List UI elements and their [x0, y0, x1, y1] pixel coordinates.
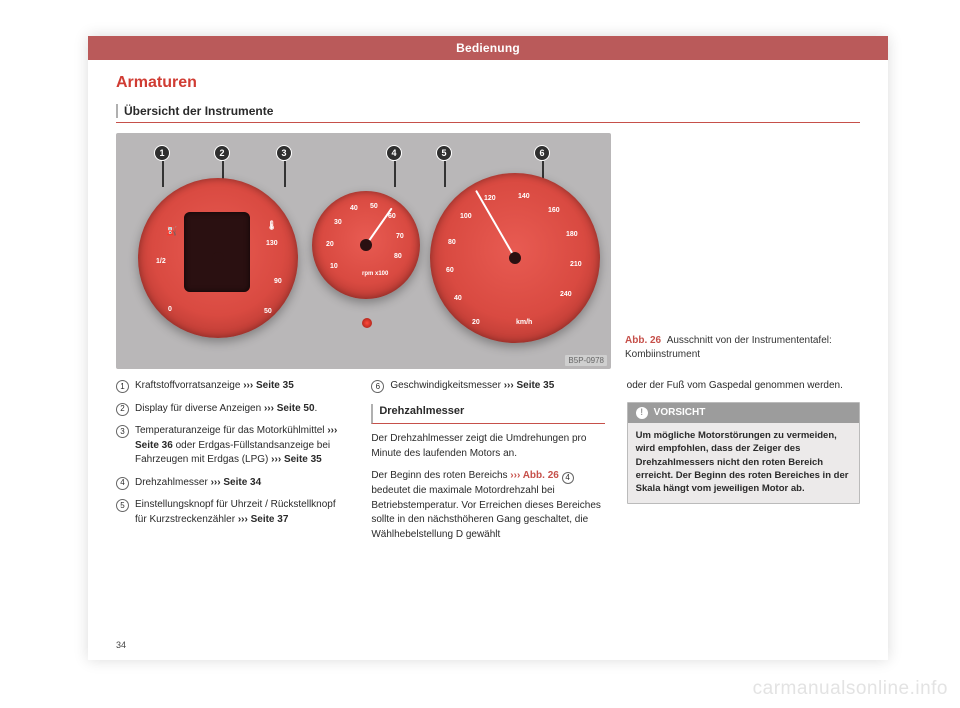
callout-1: 1: [154, 145, 170, 161]
legend-number: 4: [116, 477, 129, 490]
legend-text: Kraftstoffvorratsanzeige ››› Seite 35: [135, 379, 349, 394]
manual-page: Bedienung Armaturen Übersicht der Instru…: [88, 36, 888, 660]
legend-number: 6: [371, 380, 384, 393]
page-number: 34: [116, 640, 126, 650]
callout-5: 5: [436, 145, 452, 161]
column-2: 6 Geschwindigkeitsmesser ››› Seite 35 Dr…: [371, 379, 604, 550]
fuel-icon: ⛽: [166, 226, 177, 237]
legend-item: 4 Drehzahlmesser ››› Seite 34: [116, 476, 349, 491]
figure-reference: ››› Abb. 26: [510, 470, 559, 481]
tachometer-gauge: 10 20 30 40 50 60 70 80 rpm x100: [312, 191, 420, 299]
gauge-tick-label: 20: [326, 241, 334, 248]
warning-led: [362, 318, 372, 328]
gauge-tick-label: 50: [370, 203, 378, 210]
gauge-tick-label: 140: [518, 193, 530, 200]
gauge-tick-label: 1/2: [156, 258, 166, 265]
gauge-tick-label: 120: [484, 195, 496, 202]
gauge-tick-label: 90: [274, 278, 282, 285]
callout-line: [444, 161, 446, 187]
legend-number: 5: [116, 499, 129, 512]
gauge-tick-label: 210: [570, 261, 582, 268]
legend-text: Display für diverse Anzeigen ››› Seite 5…: [135, 402, 349, 417]
legend-item: 5 Einstellungsknopf für Uhrzeit / Rückste…: [116, 498, 349, 527]
gauge-tick-label: 40: [454, 295, 462, 302]
gauge-hub: [509, 252, 521, 264]
speedometer-gauge: 20 40 60 80 100 120 140 160 180 210 240 km/h: [430, 173, 600, 343]
figure-label: Abb. 26: [625, 335, 661, 346]
legend-number: 3: [116, 425, 129, 438]
legend-item: 6 Geschwindigkeitsmesser ››› Seite 35: [371, 379, 604, 394]
paragraph: Der Beginn des roten Bereichs ››› Abb. 2…: [371, 469, 604, 542]
column-1: 1Kraftstoffvorratsanzeige ››› Seite 352D…: [116, 379, 349, 550]
gauge-tick-label: 30: [334, 219, 342, 226]
cross-reference: ››› Seite 35: [504, 380, 555, 391]
legend-text: Temperaturanzeige für das Motorkühlmitte…: [135, 424, 349, 468]
legend-text: Geschwindigkeitsmesser ››› Seite 35: [390, 379, 604, 394]
column-3: oder der Fuß vom Gaspedal genommen werde…: [627, 379, 860, 550]
watermark: carmanualsonline.info: [753, 678, 948, 700]
callout-4: 4: [386, 145, 402, 161]
callout-6: 6: [534, 145, 550, 161]
gauge-tick-label: 130: [266, 240, 278, 247]
paragraph: oder der Fuß vom Gaspedal genommen werde…: [627, 379, 860, 394]
caution-header: ! VORSICHT: [628, 403, 859, 424]
figure-row: 1 2 3 4 5 6 ⛽ 🌡 1/2 0 50 90 130 10 20 30 40 50 60 70 80 …: [116, 133, 860, 369]
legend-text: Drehzahlmesser ››› Seite 34: [135, 476, 349, 491]
gauge-tick-label: 100: [460, 213, 472, 220]
subtitle-row: Übersicht der Instrumente: [116, 104, 860, 123]
callout-3: 3: [276, 145, 292, 161]
section-title: Armaturen: [116, 74, 860, 92]
speedo-unit: km/h: [516, 319, 532, 326]
legend-number: 1: [116, 380, 129, 393]
gauge-tick-label: 0: [168, 306, 172, 313]
callout-line: [284, 161, 286, 187]
caution-box: ! VORSICHT Um mögliche Motorstörungen zu…: [627, 402, 860, 505]
legend-item: 2 Display für diverse Anzeigen ››› Seite …: [116, 402, 349, 417]
caution-icon: !: [636, 407, 648, 419]
subsection-title: Übersicht der Instrumente: [116, 104, 860, 118]
page: Bedienung Armaturen Übersicht der Instru…: [0, 0, 960, 708]
caution-body: Um mögliche Motorstörungen zu vermeiden,…: [628, 423, 859, 503]
callout-line: [394, 161, 396, 187]
fuel-temp-gauge: ⛽ 🌡 1/2 0 50 90 130: [138, 178, 298, 338]
legend-text: Einstellungsknopf für Uhrzeit / Rückstel…: [135, 498, 349, 527]
temp-icon: 🌡: [266, 220, 277, 231]
body-columns: 1Kraftstoffvorratsanzeige ››› Seite 352D…: [116, 379, 860, 550]
gauge-tick-label: 40: [350, 205, 358, 212]
gauge-tick-label: 180: [566, 231, 578, 238]
gauge-hub: [212, 252, 224, 264]
caution-title: VORSICHT: [654, 406, 706, 421]
gauge-tick-label: 80: [394, 253, 402, 260]
page-content: Armaturen Übersicht der Instrumente 1 2 3 4…: [88, 60, 888, 562]
callout-line: [162, 161, 164, 187]
gauge-tick-label: 20: [472, 319, 480, 326]
rpm-label: rpm x100: [362, 271, 388, 277]
gauge-tick-label: 10: [330, 263, 338, 270]
section-heading: Drehzahlmesser: [371, 404, 604, 425]
inline-callout: 4: [562, 472, 574, 484]
gauge-tick-label: 240: [560, 291, 572, 298]
figure-caption-text: Abb. 26 Ausschnitt von der Instrumentent…: [625, 334, 860, 361]
callout-2: 2: [214, 145, 230, 161]
figure-image-id: B5P-0978: [565, 355, 607, 366]
gauge-tick-label: 80: [448, 239, 456, 246]
gauge-hub: [360, 239, 372, 251]
legend-item: 3 Temperaturanzeige für das Motorkühlmitt…: [116, 424, 349, 468]
gauge-tick-label: 160: [548, 207, 560, 214]
gauge-tick-label: 50: [264, 308, 272, 315]
instrument-cluster-figure: 1 2 3 4 5 6 ⛽ 🌡 1/2 0 50 90 130 10 20 30 40 50 60 70 80 …: [116, 133, 611, 369]
gauge-tick-label: 60: [446, 267, 454, 274]
page-header: Bedienung: [88, 36, 888, 60]
figure-caption: Abb. 26 Ausschnitt von der Instrumentent…: [625, 133, 860, 369]
gauge-tick-label: 70: [396, 233, 404, 240]
paragraph: Der Drehzahlmesser zeigt die Umdrehungen…: [371, 432, 604, 461]
legend-item: 1 Kraftstoffvorratsanzeige ››› Seite 35: [116, 379, 349, 394]
gauge-tick-label: 60: [388, 213, 396, 220]
legend-number: 2: [116, 403, 129, 416]
